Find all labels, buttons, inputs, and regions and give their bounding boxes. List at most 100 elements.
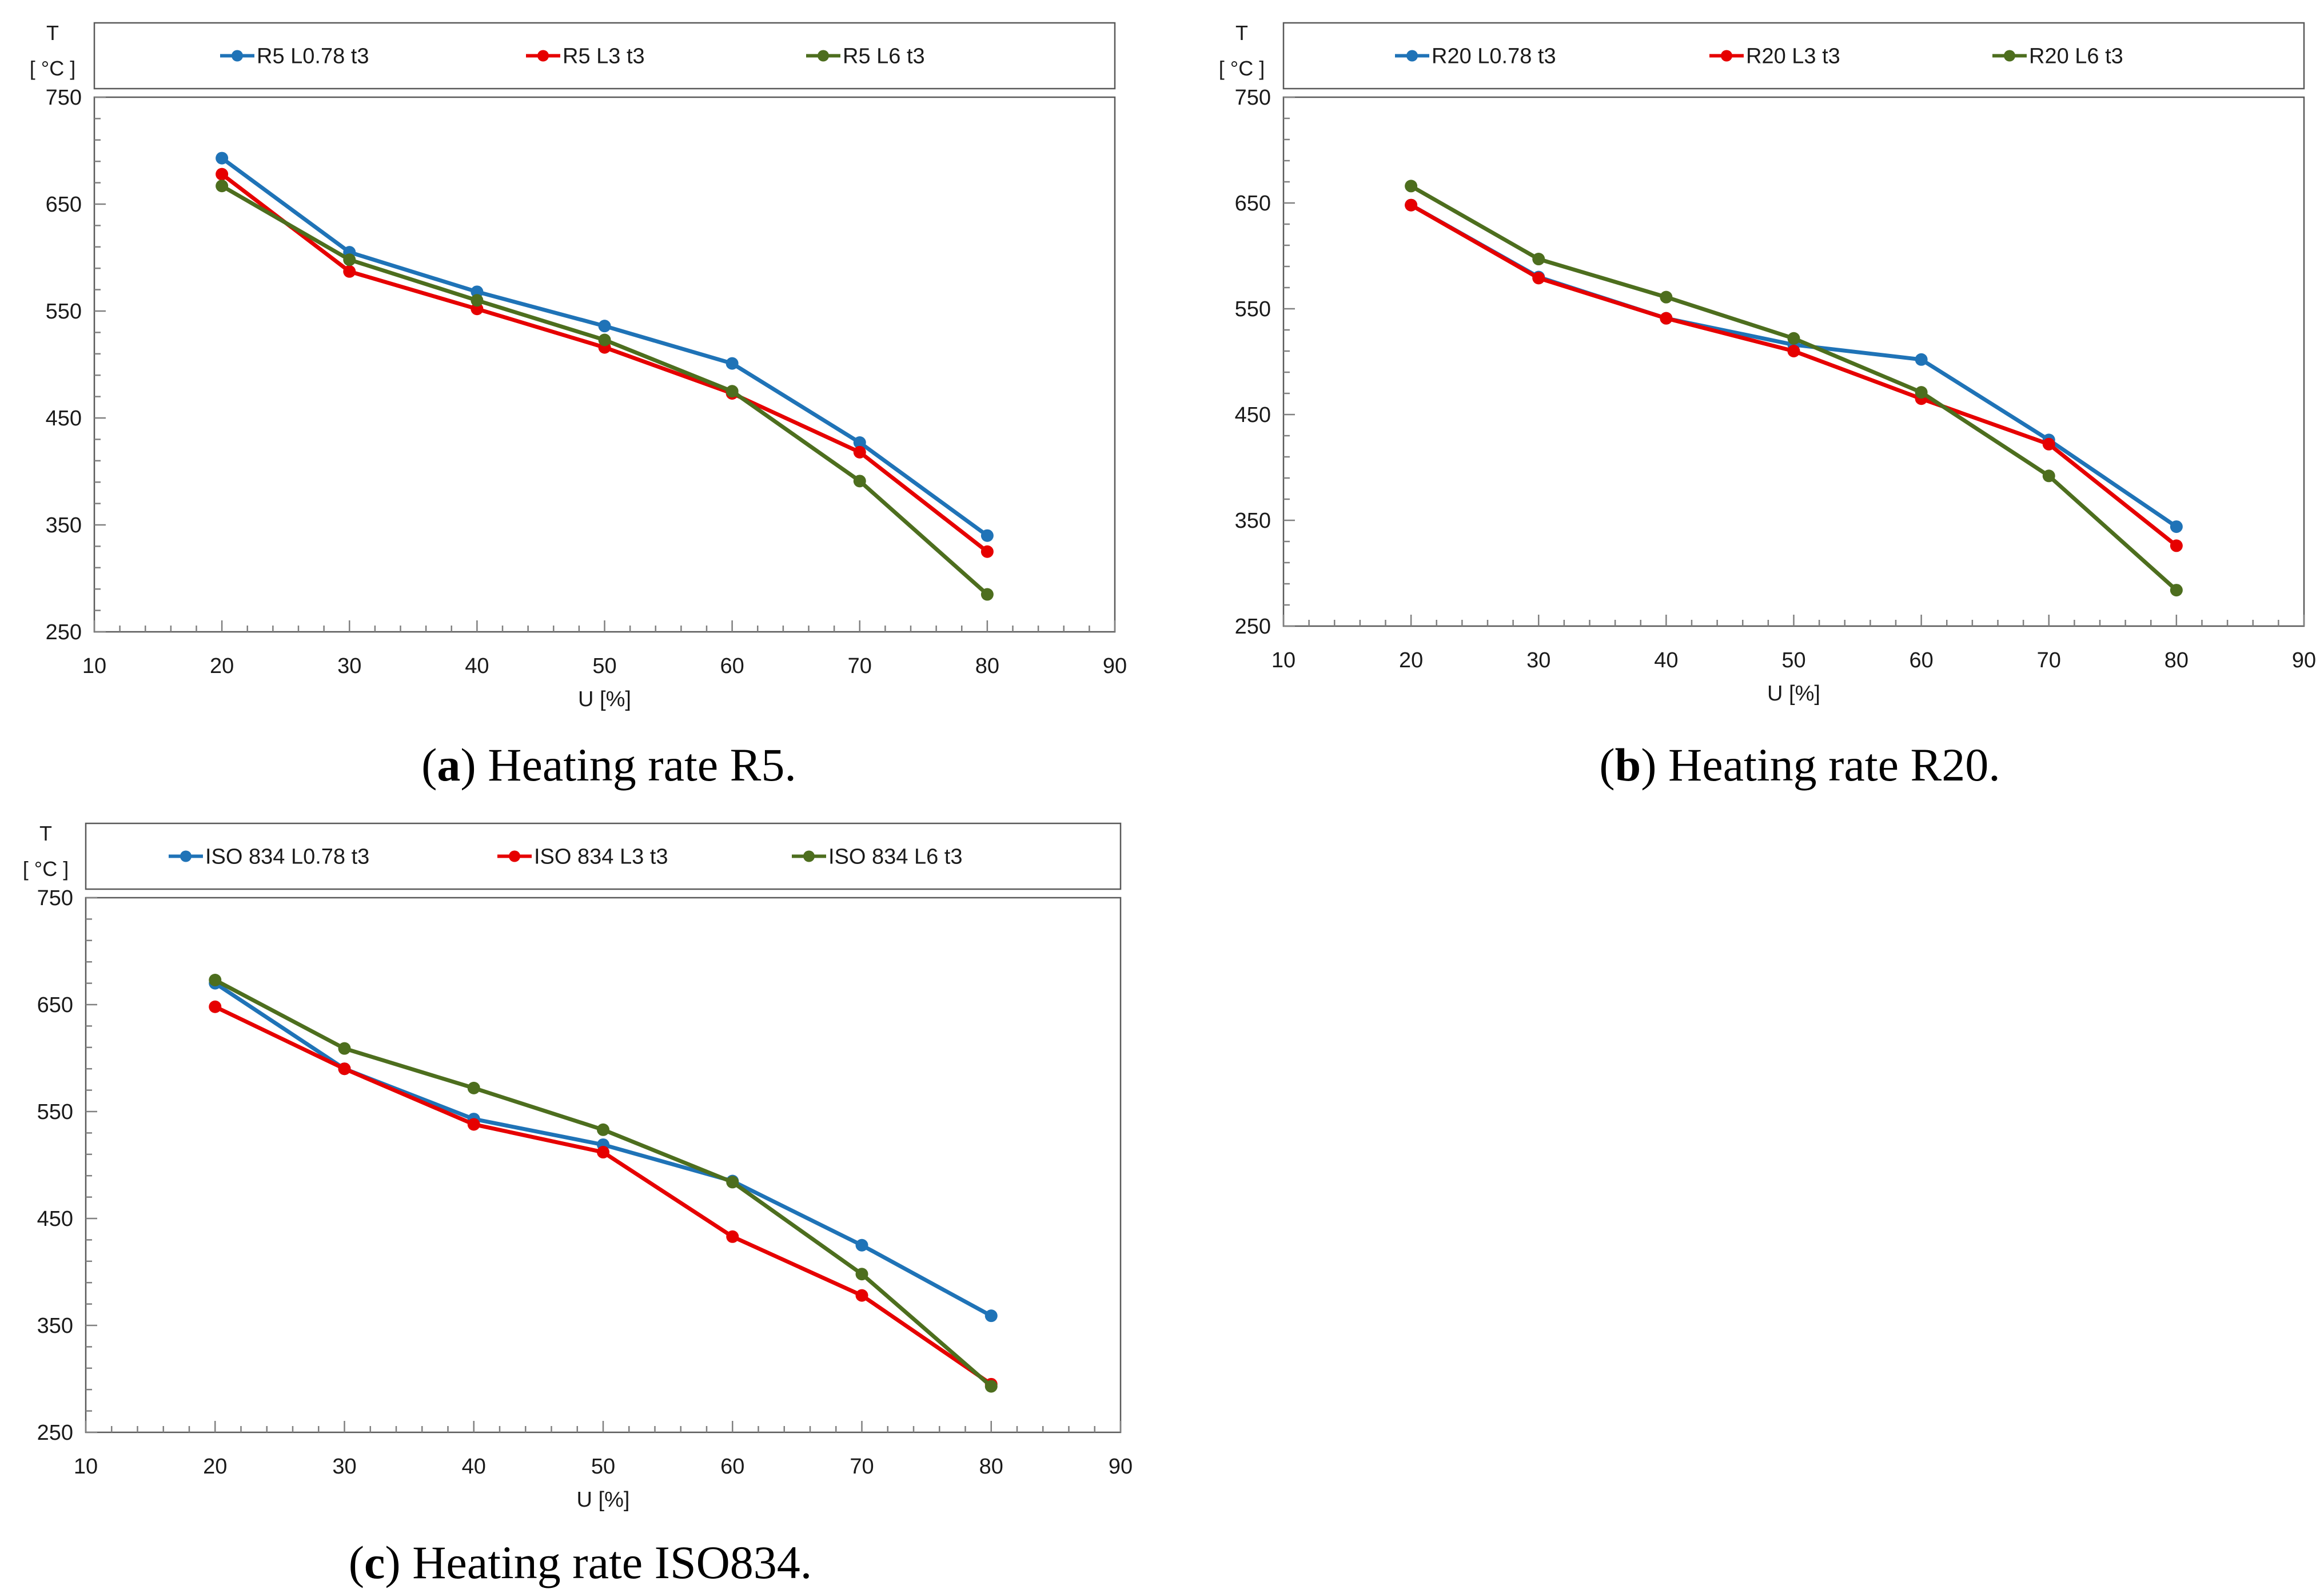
series-line [1409, 203, 2179, 548]
y-tick-label: 350 [46, 513, 82, 537]
legend-entry: R5 L3 t3 [563, 45, 645, 69]
chart-panel-c: ISO 834 L0.78 t3 ISO 834 L3 t3 ISO 834 L6 … [23, 822, 1133, 1588]
data-point [598, 333, 611, 347]
legend-box [93, 22, 1116, 90]
y-tick-label: 650 [1235, 192, 1271, 216]
legend-swatch-marker [1721, 50, 1732, 62]
series-line [213, 978, 994, 1389]
data-point [980, 529, 994, 542]
data-point [726, 1230, 739, 1243]
y-tick-label: 250 [37, 1421, 73, 1445]
legend-entry: R20 L0.78 t3 [1432, 45, 1556, 69]
data-point [338, 1062, 351, 1076]
data-point [343, 265, 356, 278]
data-point [855, 1238, 868, 1252]
x-axis-label: U [%] [577, 1488, 630, 1512]
data-point [216, 168, 229, 181]
x-tick-label: 40 [465, 654, 489, 678]
data-point [853, 475, 866, 488]
caption-open-paren: ( [1599, 739, 1615, 791]
caption-text: ) Heating rate R20. [1641, 739, 2000, 791]
x-tick-label: 70 [850, 1455, 874, 1479]
data-point [471, 294, 484, 307]
x-tick-label: 20 [203, 1455, 227, 1479]
data-point [1405, 180, 1418, 193]
data-point [726, 1176, 739, 1189]
data-point [980, 545, 994, 558]
caption-letter: b [1615, 739, 1641, 791]
y-tick-label: 450 [1235, 403, 1271, 427]
y-tick-label: 550 [46, 300, 82, 324]
x-tick-label: 80 [979, 1455, 1003, 1479]
caption-open-paren: ( [349, 1536, 364, 1588]
x-tick-label: 10 [1271, 648, 1295, 672]
legend-entry: R5 L6 t3 [843, 45, 925, 69]
data-point [338, 1042, 351, 1055]
legend-entry: R20 L6 t3 [2029, 45, 2123, 69]
legend-entry: ISO 834 L6 t3 [828, 845, 963, 869]
x-tick-label: 90 [2292, 648, 2316, 672]
caption-letter: c [364, 1536, 385, 1588]
x-axis-label: U [%] [578, 687, 631, 711]
chart-panel-a: R5 L0.78 t3 R5 L3 t3 R5 L6 t3 T [ °C ] 10 20 30… [30, 21, 1127, 791]
x-tick-label: 70 [848, 654, 872, 678]
series-line [1409, 184, 2179, 592]
caption-open-paren: ( [421, 739, 437, 791]
legend-swatch-marker [1406, 50, 1418, 62]
legend-swatch-marker [537, 50, 549, 62]
y-tick-label: 550 [1235, 297, 1271, 321]
data-point [2170, 520, 2183, 533]
data-point [1915, 353, 1928, 366]
x-tick-label: 20 [1399, 648, 1423, 672]
legend-swatch-marker [2004, 50, 2015, 62]
x-tick-label: 50 [1781, 648, 1805, 672]
x-tick-label: 70 [2037, 648, 2061, 672]
data-point [1532, 253, 1545, 266]
data-point [2042, 469, 2055, 483]
data-point [216, 180, 229, 193]
x-tick-label: 30 [332, 1455, 356, 1479]
data-point [980, 588, 994, 601]
data-point [984, 1380, 998, 1393]
x-tick-label: 90 [1109, 1455, 1133, 1479]
data-point [725, 357, 739, 370]
data-point [1532, 272, 1545, 285]
x-tick-label: 60 [720, 1455, 744, 1479]
caption-letter: a [437, 739, 460, 791]
x-axis-label: U [%] [1767, 682, 1820, 706]
data-point [209, 1000, 222, 1013]
x-tick-label: 50 [592, 654, 616, 678]
y-tick-label: 350 [37, 1314, 73, 1338]
x-tick-label: 20 [210, 654, 234, 678]
y-axis-unit: [ °C ] [1219, 57, 1265, 80]
legend-swatch-marker [509, 850, 520, 862]
x-tick-label: 80 [975, 654, 999, 678]
series-line [220, 184, 990, 596]
data-point [597, 1123, 609, 1136]
data-point [209, 973, 222, 986]
chart-panel-b: R20 L0.78 t3 R20 L3 t3 R20 L6 t3T[ °C ]10 2… [1219, 21, 2316, 791]
y-tick-label: 250 [1235, 615, 1271, 639]
data-point [598, 320, 611, 333]
data-point [1787, 345, 1800, 357]
y-tick-label: 750 [37, 886, 73, 910]
y-tick-label: 250 [46, 620, 82, 644]
x-tick-label: 40 [1654, 648, 1678, 672]
x-tick-label: 80 [2164, 648, 2189, 672]
data-point [1660, 290, 1673, 304]
data-point [1660, 312, 1673, 325]
legend-entry: ISO 834 L3 t3 [534, 845, 668, 869]
data-point [216, 152, 229, 165]
x-tick-label: 40 [462, 1455, 486, 1479]
x-tick-label: 30 [1526, 648, 1550, 672]
legend-box [85, 822, 1122, 890]
x-tick-label: 10 [74, 1455, 98, 1479]
y-axis-unit: [ °C ] [23, 857, 69, 881]
y-tick-label: 450 [46, 407, 82, 431]
x-tick-label: 60 [1909, 648, 1933, 672]
y-tick-label: 750 [46, 86, 82, 110]
figure-caption: (c) Heating rate ISO834. [349, 1536, 812, 1588]
legend-entry: R5 L0.78 t3 [257, 45, 369, 69]
y-tick-label: 650 [46, 193, 82, 217]
